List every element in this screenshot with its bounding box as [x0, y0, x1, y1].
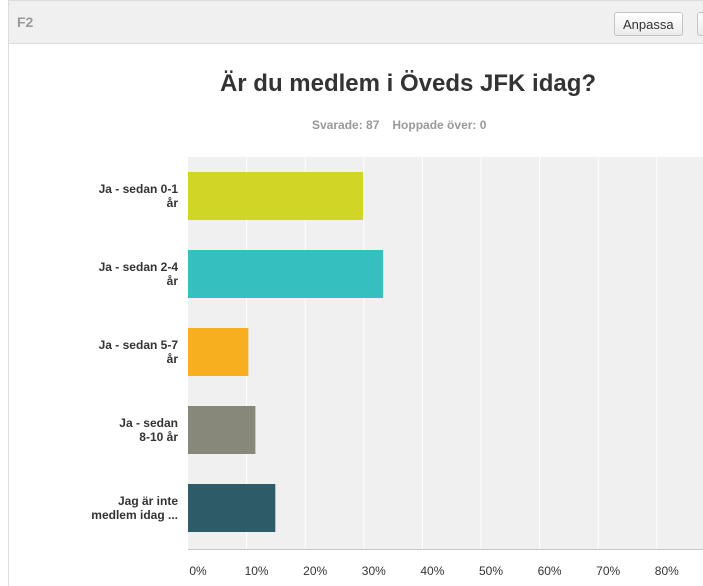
x-tick-label: 70% — [596, 564, 620, 578]
question-header: F2 Anpassa — [8, 0, 703, 44]
chart-title: Är du medlem i Öveds JFK idag? — [219, 70, 597, 97]
answered-count: Svarade: 87 — [312, 118, 380, 132]
x-tick-label: 10% — [245, 564, 269, 578]
category-label-4: Ja - sedan 8-10 år — [119, 416, 178, 444]
question-id: F2 — [17, 14, 34, 30]
plot-area — [188, 157, 703, 549]
more-options-button[interactable] — [697, 12, 703, 36]
response-stats: Svarade: 87 Hoppade över: 0 — [312, 118, 486, 132]
bar-2 — [188, 250, 384, 298]
customize-button[interactable]: Anpassa — [614, 12, 683, 36]
bar-3 — [188, 328, 249, 376]
bar-1 — [188, 172, 364, 220]
x-tick-label: 80% — [655, 564, 679, 578]
x-tick-label: 40% — [420, 564, 444, 578]
category-label-3: Ja - sedan 5-7 år — [99, 338, 179, 366]
x-tick-label: 30% — [362, 564, 386, 578]
category-label-1: Ja - sedan 0-1 år — [99, 182, 179, 210]
x-tick-label: 60% — [538, 564, 562, 578]
skipped-count: Hoppade över: 0 — [392, 118, 487, 132]
category-label-5: Jag är inte medlem idag ... — [91, 494, 178, 522]
bar-5 — [188, 484, 276, 532]
x-tick-label: 0% — [189, 564, 207, 578]
bar-4 — [188, 406, 256, 454]
panel-border — [8, 44, 9, 586]
x-tick-label: 50% — [479, 564, 503, 578]
x-tick-label: 20% — [303, 564, 327, 578]
category-label-2: Ja - sedan 2-4 år — [99, 260, 179, 288]
